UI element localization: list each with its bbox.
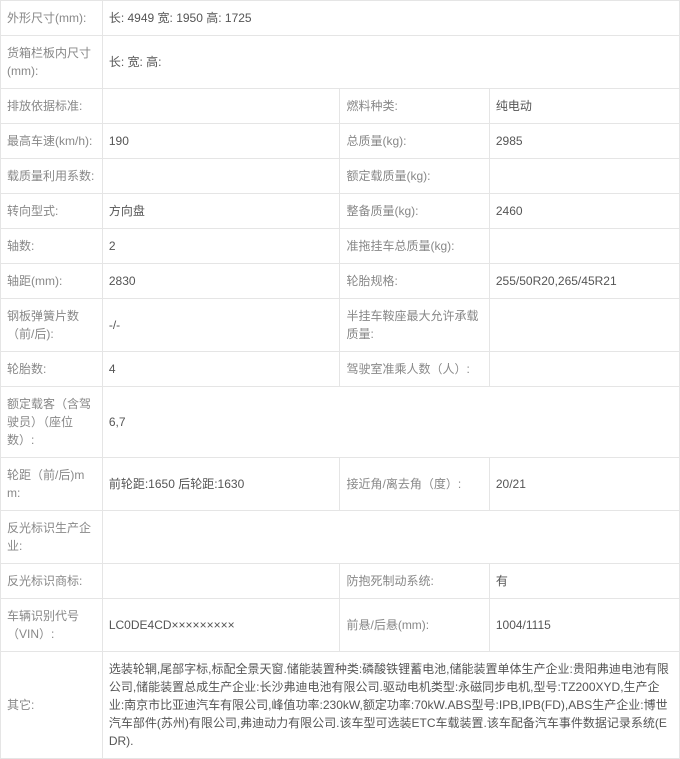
spec-row: 排放依据标准: 燃料种类:纯电动 [1, 89, 680, 124]
spec-label: 轴数: [1, 229, 103, 264]
spec-value: 纯电动 [489, 89, 679, 124]
spec-value [102, 89, 340, 124]
spec-value: 选装轮辋,尾部字标,标配全景天窗.储能装置种类:磷酸铁锂蓄电池,储能装置单体生产… [102, 652, 679, 759]
spec-label: 燃料种类: [340, 89, 489, 124]
spec-row: 最高车速(km/h):190总质量(kg):2985 [1, 124, 680, 159]
spec-value [102, 564, 340, 599]
spec-label: 半挂车鞍座最大允许承载质量: [340, 299, 489, 352]
spec-label: 总质量(kg): [340, 124, 489, 159]
spec-row: 轴距(mm):2830轮胎规格:255/50R20,265/45R21 [1, 264, 680, 299]
spec-label: 防抱死制动系统: [340, 564, 489, 599]
spec-row: 车辆识别代号（VIN）:LC0DE4CD×××××××××前悬/后悬(mm):1… [1, 599, 680, 652]
spec-row: 轮胎数:4驾驶室准乘人数（人）: [1, 352, 680, 387]
spec-row: 载质量利用系数: 额定载质量(kg): [1, 159, 680, 194]
spec-value [102, 511, 679, 564]
spec-label: 转向型式: [1, 194, 103, 229]
spec-value: 2460 [489, 194, 679, 229]
spec-value: 2985 [489, 124, 679, 159]
spec-value: 2 [102, 229, 340, 264]
spec-value: 190 [102, 124, 340, 159]
spec-label: 轮距（前/后)mm: [1, 458, 103, 511]
spec-row: 轴数:2准拖挂车总质量(kg): [1, 229, 680, 264]
spec-value: 1004/1115 [489, 599, 679, 652]
spec-label: 其它: [1, 652, 103, 759]
spec-row: 钢板弹簧片数（前/后):-/-半挂车鞍座最大允许承载质量: [1, 299, 680, 352]
spec-value: LC0DE4CD××××××××× [102, 599, 340, 652]
spec-label: 货箱栏板内尺寸(mm): [1, 36, 103, 89]
spec-value: 前轮距:1650 后轮距:1630 [102, 458, 340, 511]
spec-label: 整备质量(kg): [340, 194, 489, 229]
spec-value [489, 229, 679, 264]
spec-value: -/- [102, 299, 340, 352]
spec-row: 货箱栏板内尺寸(mm):长: 宽: 高: [1, 36, 680, 89]
spec-value [489, 159, 679, 194]
spec-label: 钢板弹簧片数（前/后): [1, 299, 103, 352]
spec-label: 额定载客（含驾驶员）（座位数）: [1, 387, 103, 458]
spec-row: 其它:选装轮辋,尾部字标,标配全景天窗.储能装置种类:磷酸铁锂蓄电池,储能装置单… [1, 652, 680, 759]
spec-label: 额定载质量(kg): [340, 159, 489, 194]
spec-value: 有 [489, 564, 679, 599]
spec-label: 轮胎规格: [340, 264, 489, 299]
spec-value [489, 299, 679, 352]
spec-row: 额定载客（含驾驶员）（座位数）:6,7 [1, 387, 680, 458]
spec-row: 外形尺寸(mm):长: 4949 宽: 1950 高: 1725 [1, 1, 680, 36]
spec-table: 外形尺寸(mm):长: 4949 宽: 1950 高: 1725货箱栏板内尺寸(… [0, 0, 680, 759]
spec-value: 4 [102, 352, 340, 387]
spec-label: 车辆识别代号（VIN）: [1, 599, 103, 652]
spec-value: 2830 [102, 264, 340, 299]
spec-label: 外形尺寸(mm): [1, 1, 103, 36]
spec-value: 255/50R20,265/45R21 [489, 264, 679, 299]
spec-value [489, 352, 679, 387]
spec-value: 20/21 [489, 458, 679, 511]
spec-label: 排放依据标准: [1, 89, 103, 124]
spec-value: 6,7 [102, 387, 679, 458]
spec-label: 轴距(mm): [1, 264, 103, 299]
spec-label: 最高车速(km/h): [1, 124, 103, 159]
spec-label: 载质量利用系数: [1, 159, 103, 194]
spec-label: 反光标识商标: [1, 564, 103, 599]
spec-label: 驾驶室准乘人数（人）: [340, 352, 489, 387]
spec-label: 接近角/离去角（度）: [340, 458, 489, 511]
spec-label: 准拖挂车总质量(kg): [340, 229, 489, 264]
spec-row: 反光标识商标: 防抱死制动系统:有 [1, 564, 680, 599]
spec-label: 反光标识生产企业: [1, 511, 103, 564]
spec-value: 方向盘 [102, 194, 340, 229]
spec-row: 反光标识生产企业: [1, 511, 680, 564]
spec-row: 轮距（前/后)mm:前轮距:1650 后轮距:1630接近角/离去角（度）:20… [1, 458, 680, 511]
spec-value: 长: 4949 宽: 1950 高: 1725 [102, 1, 679, 36]
spec-label: 前悬/后悬(mm): [340, 599, 489, 652]
spec-label: 轮胎数: [1, 352, 103, 387]
spec-value [102, 159, 340, 194]
spec-row: 转向型式:方向盘整备质量(kg):2460 [1, 194, 680, 229]
spec-value: 长: 宽: 高: [102, 36, 679, 89]
